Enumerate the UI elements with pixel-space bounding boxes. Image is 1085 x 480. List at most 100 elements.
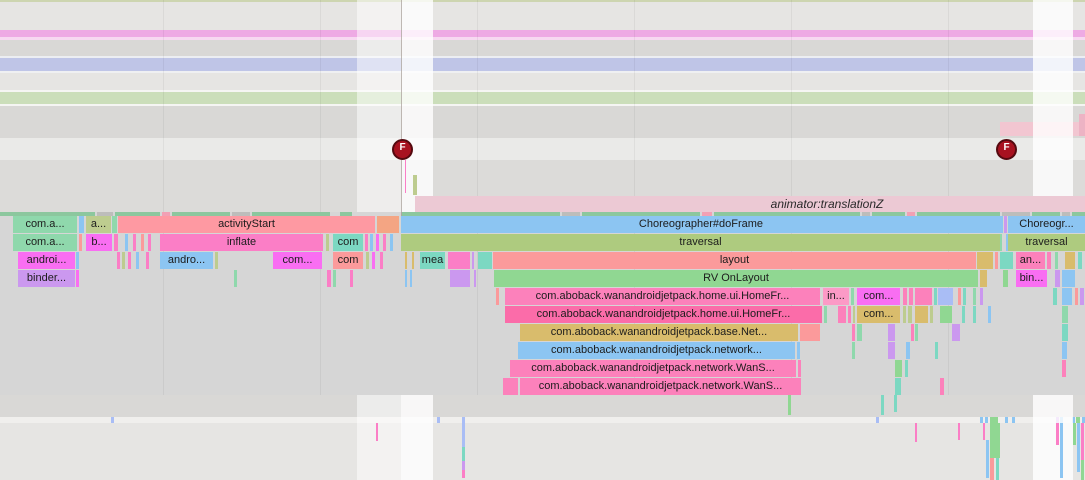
overview-band[interactable] bbox=[0, 2, 1085, 30]
flame-block[interactable] bbox=[852, 324, 855, 341]
flame-block[interactable] bbox=[117, 252, 120, 269]
thread-state-segment[interactable] bbox=[714, 212, 860, 216]
flame-block[interactable] bbox=[1055, 270, 1060, 287]
thread-state-segment[interactable] bbox=[862, 212, 870, 216]
flame-block[interactable] bbox=[1053, 288, 1057, 305]
flame-block[interactable]: RV OnLayout bbox=[494, 270, 978, 287]
flame-block[interactable] bbox=[366, 252, 369, 269]
flame-block[interactable] bbox=[995, 252, 998, 269]
overview-band[interactable] bbox=[0, 71, 1085, 73]
thread-state-segment[interactable] bbox=[340, 212, 352, 216]
flame-block[interactable] bbox=[853, 306, 855, 323]
flame-block[interactable] bbox=[405, 252, 407, 269]
frame-indicator-left[interactable]: F bbox=[392, 139, 413, 160]
flame-block[interactable] bbox=[365, 234, 368, 251]
overview-band[interactable] bbox=[0, 58, 1085, 71]
flame-block[interactable] bbox=[980, 288, 983, 305]
flame-block[interactable] bbox=[1055, 252, 1058, 269]
flame-block[interactable] bbox=[895, 360, 902, 377]
flame-block[interactable] bbox=[940, 378, 944, 395]
flame-block[interactable] bbox=[326, 234, 329, 251]
flame-block[interactable] bbox=[333, 270, 336, 287]
trace-fragment[interactable] bbox=[1073, 423, 1076, 445]
overview-band[interactable] bbox=[0, 90, 1085, 92]
flame-block[interactable] bbox=[1062, 306, 1068, 323]
flame-block[interactable] bbox=[128, 252, 131, 269]
activity-tick[interactable] bbox=[437, 417, 440, 423]
flame-block[interactable] bbox=[905, 360, 908, 377]
trace-fragment[interactable] bbox=[1077, 423, 1080, 472]
flame-block[interactable] bbox=[148, 234, 151, 251]
flame-block[interactable]: com... bbox=[857, 306, 900, 323]
flame-block[interactable]: traversal bbox=[401, 234, 1000, 251]
flame-block[interactable] bbox=[390, 234, 393, 251]
flame-block[interactable] bbox=[496, 288, 499, 305]
flame-block[interactable] bbox=[1062, 324, 1068, 341]
flame-block[interactable] bbox=[938, 288, 953, 305]
flame-block[interactable] bbox=[940, 306, 952, 323]
flame-block[interactable] bbox=[980, 270, 987, 287]
activity-tick[interactable] bbox=[990, 417, 998, 423]
thread-state-segment[interactable] bbox=[562, 212, 580, 216]
trace-fragment[interactable] bbox=[881, 395, 884, 415]
flame-block[interactable]: com.aboback.wanandroidjetpack.home.ui.Ho… bbox=[505, 288, 820, 305]
flame-block[interactable] bbox=[1075, 288, 1078, 305]
flame-block[interactable]: com.a... bbox=[13, 234, 77, 251]
flame-block[interactable] bbox=[798, 360, 801, 377]
flame-block[interactable] bbox=[977, 252, 993, 269]
flame-block[interactable] bbox=[474, 270, 476, 287]
activity-tick[interactable] bbox=[111, 417, 114, 423]
flame-block[interactable] bbox=[133, 234, 136, 251]
flame-block[interactable] bbox=[824, 306, 827, 323]
flame-block[interactable]: com... bbox=[857, 288, 900, 305]
activity-tick[interactable] bbox=[980, 417, 983, 423]
flame-block[interactable]: binder... bbox=[18, 270, 75, 287]
flame-block[interactable] bbox=[1001, 216, 1003, 233]
flame-block[interactable]: com.aboback.wanandroidjetpack.network... bbox=[518, 342, 795, 359]
frame-indicator-right[interactable]: F bbox=[996, 139, 1017, 160]
flame-block[interactable]: activityStart bbox=[118, 216, 375, 233]
thread-state-segment[interactable] bbox=[1002, 212, 1030, 216]
flame-block[interactable] bbox=[450, 270, 470, 287]
animator-track[interactable]: animator:translationZ bbox=[415, 196, 1085, 212]
flame-block[interactable]: inflate bbox=[160, 234, 323, 251]
flame-block[interactable]: com.aboback.wanandroidjetpack.network.Wa… bbox=[520, 378, 801, 395]
flame-block[interactable] bbox=[1062, 360, 1066, 377]
flame-block[interactable] bbox=[122, 252, 125, 269]
overview-band[interactable] bbox=[0, 56, 1085, 58]
activity-tick[interactable] bbox=[1076, 417, 1080, 423]
flame-block[interactable] bbox=[848, 306, 851, 323]
trace-fragment[interactable] bbox=[462, 470, 465, 478]
trace-fragment[interactable] bbox=[915, 423, 917, 442]
flame-block[interactable]: a... bbox=[86, 216, 111, 233]
flame-block[interactable] bbox=[146, 252, 149, 269]
flame-block[interactable] bbox=[380, 252, 383, 269]
flame-block[interactable] bbox=[503, 378, 518, 395]
overview-band[interactable] bbox=[0, 138, 1085, 160]
thread-state-segment[interactable] bbox=[917, 212, 1000, 216]
flame-block[interactable] bbox=[888, 324, 895, 341]
flame-block[interactable] bbox=[114, 234, 118, 251]
flame-block[interactable] bbox=[797, 342, 800, 359]
flame-block[interactable] bbox=[327, 270, 331, 287]
flame-block[interactable] bbox=[1062, 270, 1075, 287]
flame-block[interactable]: andro... bbox=[160, 252, 213, 269]
activity-tick[interactable] bbox=[1012, 417, 1015, 423]
flame-block[interactable] bbox=[908, 306, 912, 323]
overview-band[interactable] bbox=[0, 104, 1085, 106]
trace-fragment[interactable] bbox=[990, 458, 994, 480]
flame-block[interactable] bbox=[1062, 288, 1072, 305]
flame-block[interactable] bbox=[1000, 252, 1013, 269]
overview-band[interactable] bbox=[0, 37, 1085, 40]
flame-block[interactable]: com bbox=[333, 234, 363, 251]
thread-state-segment[interactable] bbox=[162, 212, 170, 216]
trace-fragment[interactable] bbox=[376, 423, 378, 441]
flame-block[interactable] bbox=[1006, 234, 1008, 251]
trace-fragment[interactable] bbox=[1081, 423, 1084, 460]
flame-block[interactable] bbox=[888, 342, 895, 359]
overview-band[interactable] bbox=[0, 92, 1085, 104]
thread-state-segment[interactable] bbox=[872, 212, 905, 216]
flame-block[interactable] bbox=[903, 288, 907, 305]
trace-fragment[interactable] bbox=[462, 423, 465, 447]
activity-tick[interactable] bbox=[985, 417, 988, 423]
